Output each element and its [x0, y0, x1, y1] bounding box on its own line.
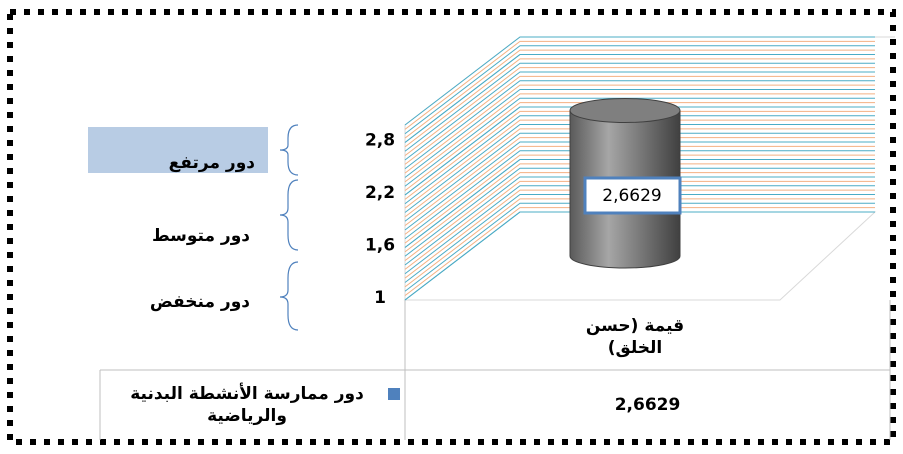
stripe: [404, 132, 875, 222]
y-tick-label: 2,2: [365, 183, 395, 203]
stripe: [404, 141, 875, 231]
grid-line: [404, 106, 875, 196]
table-value: 2,6629: [614, 395, 681, 415]
data-label: 2,6629: [602, 186, 661, 206]
stripe: [404, 124, 875, 213]
annotation: دور متوسط: [152, 226, 250, 246]
legend-marker: [388, 388, 400, 400]
grid-line: [404, 159, 875, 248]
stripe: [404, 40, 875, 130]
stripe: [404, 167, 875, 257]
stripe: [404, 137, 875, 227]
stripe: [404, 97, 875, 187]
border: [7, 9, 896, 445]
stripe: [404, 207, 875, 297]
brace: [279, 124, 299, 176]
stripe: [404, 36, 875, 126]
stripe: [404, 185, 875, 275]
category-label: قيمة (حسن الخلق): [585, 316, 685, 358]
stripe: [404, 115, 875, 205]
stripe: [404, 154, 875, 244]
stripe: [404, 49, 875, 139]
bar-top: [569, 97, 681, 123]
grid-line: [404, 211, 875, 301]
stripe: [404, 198, 875, 288]
y-tick-label: 1: [374, 288, 386, 308]
stripe: [404, 67, 875, 157]
brace: [279, 179, 299, 251]
stripe: [404, 128, 875, 218]
stripe: [404, 110, 875, 200]
stripe: [404, 71, 875, 161]
y-tick-label: 1,6: [365, 236, 395, 256]
stripe: [404, 150, 875, 240]
stripe: [404, 119, 875, 209]
stripe: [404, 89, 875, 178]
stripe: [404, 75, 875, 165]
stripe: [404, 102, 875, 192]
stripe: [404, 145, 875, 235]
legend-label: دور ممارسة الأنشطة البدنية والرياضية: [112, 372, 400, 438]
stripe: [404, 80, 875, 170]
stripe: [404, 194, 875, 283]
grid-line: [404, 54, 875, 143]
stripe: [404, 180, 875, 270]
stripe: [404, 93, 875, 183]
brace: [279, 261, 299, 331]
stripe: [404, 172, 875, 262]
stripe: [404, 62, 875, 152]
stripe: [404, 45, 875, 135]
data-label-box: [583, 176, 682, 215]
stripe: [404, 84, 875, 174]
stripe: [404, 189, 875, 279]
stripe: [404, 176, 875, 266]
stripe: [404, 163, 875, 253]
highlight: [88, 127, 268, 173]
annotation: دور مرتفع: [169, 153, 256, 173]
stripe: [404, 58, 875, 148]
annotation: دور منخفض: [150, 292, 250, 312]
stripe: [404, 202, 875, 292]
y-tick-label: 2,8: [365, 131, 395, 151]
